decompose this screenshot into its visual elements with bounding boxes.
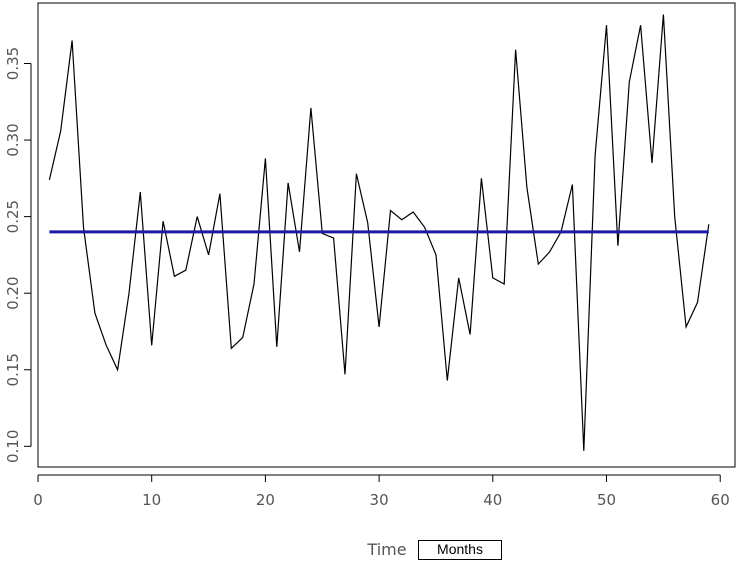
x-tick-label: 10: [142, 491, 161, 509]
y-axis: 0.10 0.15 0.20 0.25 0.30 0.35: [4, 47, 32, 463]
x-axis-label: Time: [366, 540, 406, 559]
x-tick-label: 40: [483, 491, 502, 509]
y-tick-label: 0.30: [4, 123, 22, 156]
plot-frame: [37, 2, 736, 468]
y-tick-label: 0.20: [4, 276, 22, 309]
x-tick-label: 50: [597, 491, 616, 509]
x-tick-label: 20: [256, 491, 275, 509]
y-tick-label: 0.10: [4, 430, 22, 463]
x-tick-label: 60: [711, 491, 730, 509]
y-tick-label: 0.25: [4, 200, 22, 233]
y-tick-label: 0.15: [4, 353, 22, 386]
months-annotation: Months: [418, 540, 502, 560]
x-axis: 0 10 20 30 40 50 60: [33, 474, 730, 509]
y-tick-label: 0.35: [4, 47, 22, 80]
series-line-monthly: [48, 14, 710, 451]
x-tick-label: 30: [370, 491, 389, 509]
x-tick-label: 0: [33, 491, 43, 509]
series-layer: [48, 14, 710, 451]
